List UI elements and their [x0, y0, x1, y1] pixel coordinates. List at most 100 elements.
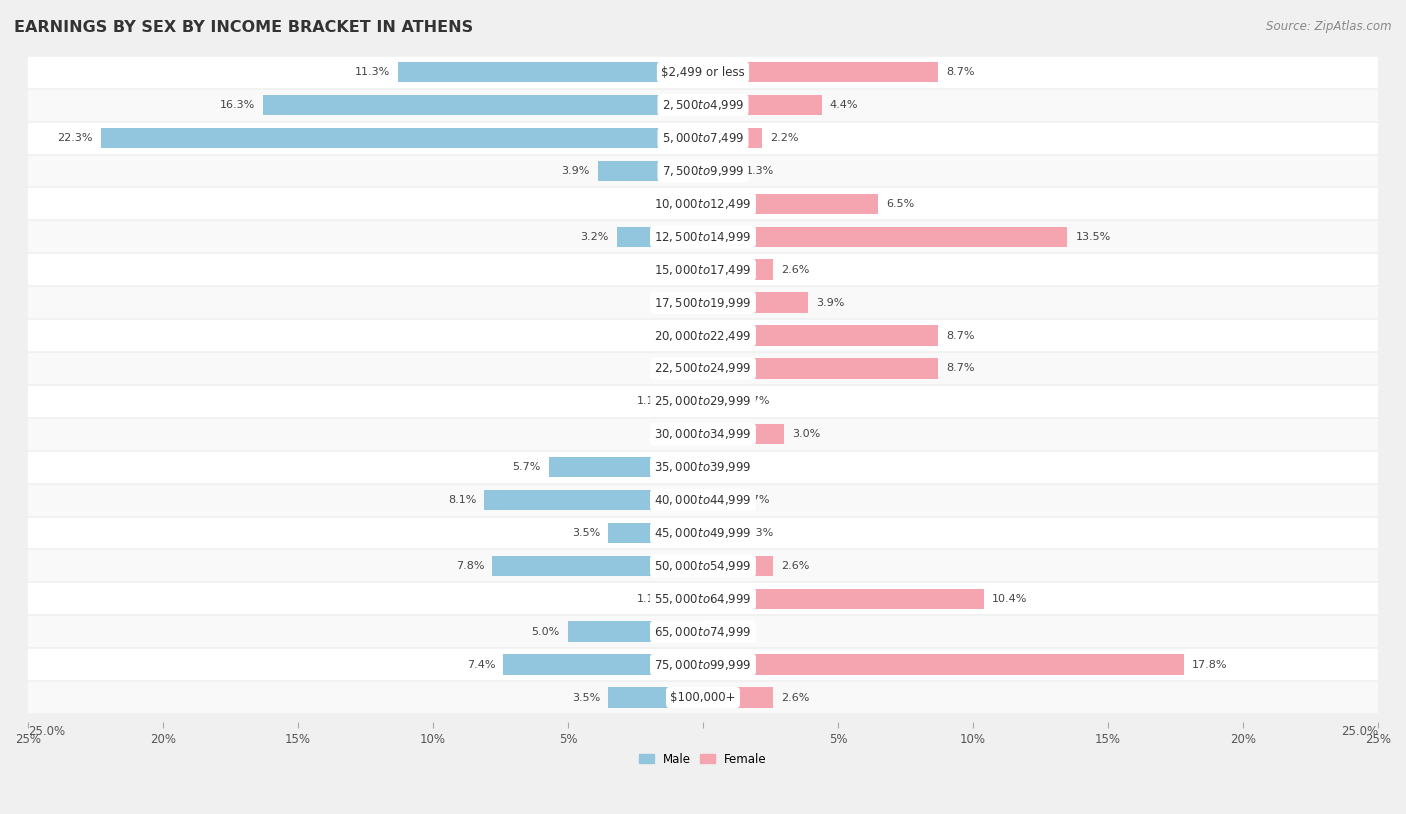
Bar — [28, 121, 1378, 155]
Text: 7.4%: 7.4% — [467, 659, 495, 670]
Text: 25.0%: 25.0% — [28, 725, 65, 738]
Bar — [28, 187, 1378, 221]
Text: 3.5%: 3.5% — [572, 528, 600, 538]
Text: $35,000 to $39,999: $35,000 to $39,999 — [654, 460, 752, 474]
Text: 1.3%: 1.3% — [747, 166, 775, 176]
Bar — [28, 187, 1378, 221]
Text: 0.0%: 0.0% — [664, 298, 692, 308]
Text: 8.7%: 8.7% — [946, 363, 974, 374]
Bar — [703, 326, 938, 346]
Text: 1.1%: 1.1% — [637, 396, 665, 406]
Text: 3.5%: 3.5% — [572, 693, 600, 702]
Text: 8.1%: 8.1% — [449, 495, 477, 505]
Bar — [28, 648, 1378, 681]
Bar — [703, 392, 727, 412]
Text: 2.2%: 2.2% — [770, 133, 799, 143]
Text: 0.87%: 0.87% — [734, 495, 770, 505]
Bar — [28, 253, 1378, 287]
Text: 16.3%: 16.3% — [219, 100, 254, 110]
Bar — [28, 517, 1378, 549]
Text: 3.0%: 3.0% — [792, 429, 820, 440]
Bar — [28, 582, 1378, 615]
Bar — [568, 622, 703, 642]
Bar — [609, 523, 703, 543]
Text: 0.0%: 0.0% — [664, 330, 692, 340]
Bar — [28, 155, 1378, 187]
Bar — [28, 89, 1378, 121]
Bar — [28, 418, 1378, 451]
Bar — [28, 319, 1378, 352]
Text: 10.4%: 10.4% — [991, 593, 1028, 604]
Text: $100,000+: $100,000+ — [671, 691, 735, 704]
Text: $55,000 to $64,999: $55,000 to $64,999 — [654, 592, 752, 606]
Bar — [703, 358, 938, 379]
Bar — [28, 582, 1378, 615]
Bar — [703, 226, 1067, 247]
Bar — [28, 615, 1378, 648]
Text: 4.4%: 4.4% — [830, 100, 859, 110]
Bar — [28, 121, 1378, 155]
Bar — [28, 517, 1378, 549]
Bar — [28, 253, 1378, 287]
Text: $75,000 to $99,999: $75,000 to $99,999 — [654, 658, 752, 672]
Text: 1.3%: 1.3% — [747, 528, 775, 538]
Text: $12,500 to $14,999: $12,500 to $14,999 — [654, 230, 752, 243]
Bar — [703, 62, 938, 82]
Text: $7,500 to $9,999: $7,500 to $9,999 — [662, 164, 744, 178]
Text: $10,000 to $12,499: $10,000 to $12,499 — [654, 197, 752, 211]
Text: 0.87%: 0.87% — [734, 396, 770, 406]
Text: 0.0%: 0.0% — [714, 627, 742, 637]
Bar — [703, 292, 808, 313]
Bar — [28, 352, 1378, 385]
Bar — [703, 687, 773, 707]
Text: $40,000 to $44,999: $40,000 to $44,999 — [654, 493, 752, 507]
Text: $20,000 to $22,499: $20,000 to $22,499 — [654, 329, 752, 343]
Text: 0.0%: 0.0% — [664, 265, 692, 274]
Bar — [673, 392, 703, 412]
Text: 0.0%: 0.0% — [714, 462, 742, 472]
Bar — [503, 654, 703, 675]
Text: 11.3%: 11.3% — [354, 68, 389, 77]
Text: 17.8%: 17.8% — [1192, 659, 1227, 670]
Bar — [28, 287, 1378, 319]
Bar — [263, 95, 703, 116]
Text: 13.5%: 13.5% — [1076, 232, 1111, 242]
Text: 3.9%: 3.9% — [561, 166, 589, 176]
Text: 5.0%: 5.0% — [531, 627, 560, 637]
Bar — [703, 589, 984, 609]
Bar — [28, 319, 1378, 352]
Bar — [28, 549, 1378, 582]
Bar — [28, 681, 1378, 714]
Text: $2,500 to $4,999: $2,500 to $4,999 — [662, 98, 744, 112]
Bar — [398, 62, 703, 82]
Bar — [28, 56, 1378, 89]
Bar — [617, 226, 703, 247]
Bar — [28, 549, 1378, 582]
Text: $5,000 to $7,499: $5,000 to $7,499 — [662, 131, 744, 145]
Text: 2.6%: 2.6% — [782, 265, 810, 274]
Bar — [28, 451, 1378, 484]
Text: 5.7%: 5.7% — [513, 462, 541, 472]
Bar — [28, 287, 1378, 319]
Bar — [28, 89, 1378, 121]
Bar — [703, 128, 762, 148]
Bar — [703, 490, 727, 510]
Bar — [28, 385, 1378, 418]
Text: $17,500 to $19,999: $17,500 to $19,999 — [654, 295, 752, 309]
Bar — [28, 385, 1378, 418]
Bar — [28, 221, 1378, 253]
Text: 3.2%: 3.2% — [581, 232, 609, 242]
Bar — [703, 161, 738, 182]
Text: 8.7%: 8.7% — [946, 330, 974, 340]
Text: $65,000 to $74,999: $65,000 to $74,999 — [654, 624, 752, 639]
Text: 6.5%: 6.5% — [887, 199, 915, 209]
Bar — [703, 424, 785, 444]
Text: 0.0%: 0.0% — [664, 429, 692, 440]
Bar — [28, 648, 1378, 681]
Text: Source: ZipAtlas.com: Source: ZipAtlas.com — [1267, 20, 1392, 33]
Text: EARNINGS BY SEX BY INCOME BRACKET IN ATHENS: EARNINGS BY SEX BY INCOME BRACKET IN ATH… — [14, 20, 474, 35]
Bar — [673, 589, 703, 609]
Text: 22.3%: 22.3% — [58, 133, 93, 143]
Text: 2.6%: 2.6% — [782, 561, 810, 571]
Text: 7.8%: 7.8% — [456, 561, 484, 571]
